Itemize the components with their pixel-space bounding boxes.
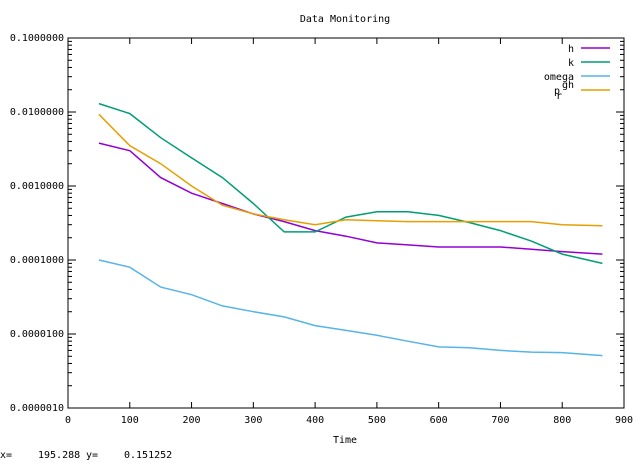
- x-tick-label: 800: [553, 415, 571, 426]
- legend-label-h: h: [568, 44, 574, 55]
- y-tick-label: 0.0000100: [10, 329, 64, 340]
- series-line-k: [98, 102, 603, 265]
- y-coordinate-value: 0.151252: [124, 450, 173, 461]
- x-coordinate-label: x=: [0, 450, 13, 461]
- x-tick-label: 600: [430, 415, 448, 426]
- legend-label-subscript: r: [556, 91, 562, 102]
- x-axis: 0 100 200 300 400 500 600 700 800 900: [65, 38, 633, 426]
- y-tick-label: 0.0001000: [10, 255, 64, 266]
- x-tick-label: 400: [306, 415, 324, 426]
- chart-title: Data Monitoring: [300, 14, 390, 25]
- x-coordinate-value: 195.288: [38, 450, 81, 461]
- x-tick-label: 300: [244, 415, 262, 426]
- series-line-omega: [98, 259, 603, 357]
- legend-label-p-rgh: p: [554, 86, 560, 97]
- y-coordinate-label: y=: [86, 450, 99, 461]
- x-axis-label: Time: [333, 435, 357, 446]
- x-tick-label: 0: [65, 415, 71, 426]
- y-tick-label: 0.0000010: [10, 403, 64, 414]
- chart-plot[interactable]: Data Monitoring 0 100 200 300 400 500 600 700 80…: [0, 0, 640, 448]
- x-tick-label: 700: [491, 415, 509, 426]
- y-axis: 0.1000000 0.0100000 0.0010000 0.0001000 0.00…: [10, 33, 624, 414]
- x-tick-label: 900: [615, 415, 633, 426]
- series-line-p-rgh: [98, 113, 603, 227]
- x-tick-label: 100: [121, 415, 139, 426]
- x-tick-label: 200: [183, 415, 201, 426]
- y-tick-label: 0.0010000: [10, 181, 64, 192]
- status-bar: x= 195.288 y= 0.151252: [0, 448, 640, 463]
- series-line-h: [98, 142, 603, 255]
- y-tick-label: 0.1000000: [10, 33, 64, 44]
- legend-label-superscript: gh: [562, 80, 574, 91]
- legend-label-omega: omega: [544, 72, 574, 83]
- y-tick-label: 0.0100000: [10, 107, 64, 118]
- legend-label-k: k: [568, 58, 574, 69]
- series-lines: [98, 102, 603, 357]
- x-tick-label: 500: [368, 415, 386, 426]
- plot-frame: [67, 37, 625, 409]
